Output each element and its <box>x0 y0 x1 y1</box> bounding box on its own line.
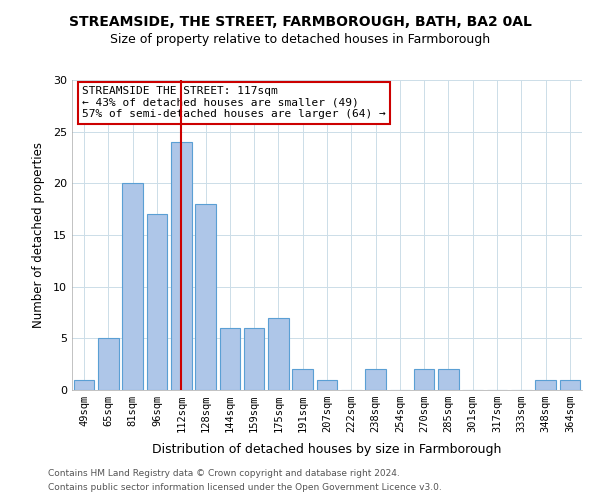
Bar <box>146 214 167 390</box>
Text: Contains HM Land Registry data © Crown copyright and database right 2024.: Contains HM Land Registry data © Crown c… <box>48 468 400 477</box>
Bar <box>292 370 313 390</box>
Bar <box>122 184 143 390</box>
Bar <box>317 380 337 390</box>
Bar <box>268 318 289 390</box>
Bar <box>365 370 386 390</box>
Bar <box>244 328 265 390</box>
Bar <box>195 204 216 390</box>
Bar <box>414 370 434 390</box>
Bar <box>535 380 556 390</box>
Bar <box>74 380 94 390</box>
Bar <box>220 328 240 390</box>
Bar <box>560 380 580 390</box>
Text: STREAMSIDE, THE STREET, FARMBOROUGH, BATH, BA2 0AL: STREAMSIDE, THE STREET, FARMBOROUGH, BAT… <box>68 15 532 29</box>
Text: STREAMSIDE THE STREET: 117sqm
← 43% of detached houses are smaller (49)
57% of s: STREAMSIDE THE STREET: 117sqm ← 43% of d… <box>82 86 386 120</box>
Bar <box>171 142 191 390</box>
Text: Contains public sector information licensed under the Open Government Licence v3: Contains public sector information licen… <box>48 484 442 492</box>
Y-axis label: Number of detached properties: Number of detached properties <box>32 142 44 328</box>
Text: Size of property relative to detached houses in Farmborough: Size of property relative to detached ho… <box>110 32 490 46</box>
X-axis label: Distribution of detached houses by size in Farmborough: Distribution of detached houses by size … <box>152 444 502 456</box>
Bar <box>98 338 119 390</box>
Bar <box>438 370 459 390</box>
